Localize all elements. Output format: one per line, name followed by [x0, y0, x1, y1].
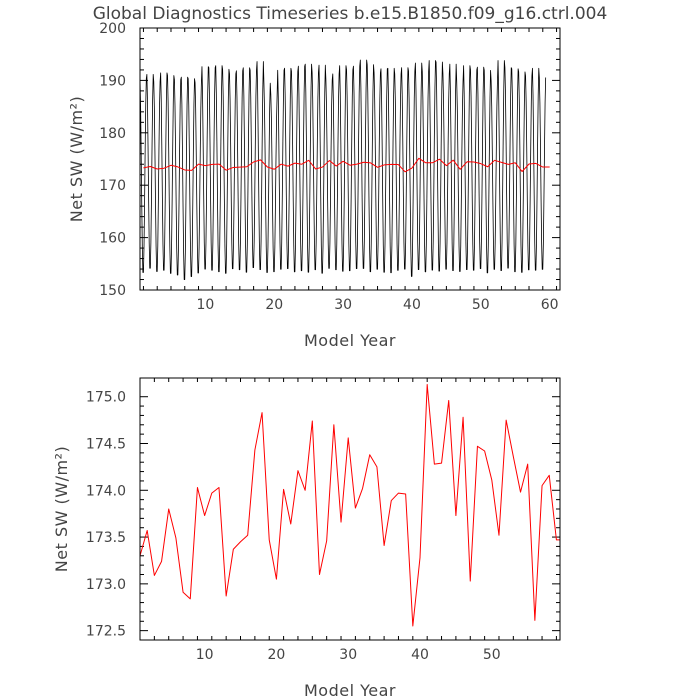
x-tick-label: 40	[411, 647, 429, 663]
bottom-panel: 10 20 30 40 50 172.5 173.0 173.5 174.0 174.5 175.0…	[52, 377, 561, 700]
top-panel-xlabel: Model Year	[304, 331, 396, 350]
y-tick-label: 150	[99, 283, 126, 299]
x-tick-label: 30	[334, 297, 352, 313]
top-panel-plot-area	[140, 59, 550, 281]
top-panel-ylabel: Net SW (W/m²)	[67, 96, 86, 222]
x-tick-label: 50	[472, 297, 490, 313]
y-tick-label: 173.0	[86, 577, 126, 593]
y-tick-label: 200	[99, 21, 126, 37]
monthly-net-sw-line	[140, 59, 547, 281]
y-tick-label: 160	[99, 231, 126, 247]
top-panel-frame	[139, 27, 561, 291]
top-panel: 10 20 30 40 50 60 150 160 170 180 190 200 Model Yea…	[67, 21, 561, 350]
y-tick-label: 190	[99, 73, 126, 89]
bottom-panel-xlabel: Model Year	[304, 681, 396, 700]
annual-mean-net-sw-line	[143, 157, 550, 173]
bottom-panel-ticks	[139, 378, 560, 640]
y-tick-label: 180	[99, 126, 126, 142]
y-tick-label: 174.0	[86, 483, 126, 499]
y-tick-label: 170	[99, 178, 126, 194]
y-tick-label: 172.5	[86, 624, 126, 640]
x-tick-label: 60	[541, 297, 559, 313]
x-tick-label: 40	[403, 297, 421, 313]
y-tick-label: 173.5	[86, 530, 126, 546]
x-tick-label: 10	[196, 647, 214, 663]
x-tick-label: 50	[483, 647, 501, 663]
annual-mean-net-sw-line	[140, 384, 560, 627]
bottom-panel-frame	[139, 377, 561, 641]
x-tick-label: 20	[267, 647, 285, 663]
x-tick-label: 10	[196, 297, 214, 313]
y-tick-label: 175.0	[86, 390, 126, 406]
x-tick-label: 20	[265, 297, 283, 313]
bottom-panel-plot-area	[140, 384, 560, 627]
figure-title: Global Diagnostics Timeseries b.e15.B185…	[93, 4, 608, 24]
bottom-panel-tick-labels: 10 20 30 40 50 172.5 173.0 173.5 174.0 174.5 175.0	[86, 390, 501, 663]
top-panel-tick-labels: 10 20 30 40 50 60 150 160 170 180 190 200	[99, 21, 558, 313]
y-tick-label: 174.5	[86, 437, 126, 453]
x-tick-label: 30	[339, 647, 357, 663]
bottom-panel-ylabel: Net SW (W/m²)	[52, 446, 71, 572]
